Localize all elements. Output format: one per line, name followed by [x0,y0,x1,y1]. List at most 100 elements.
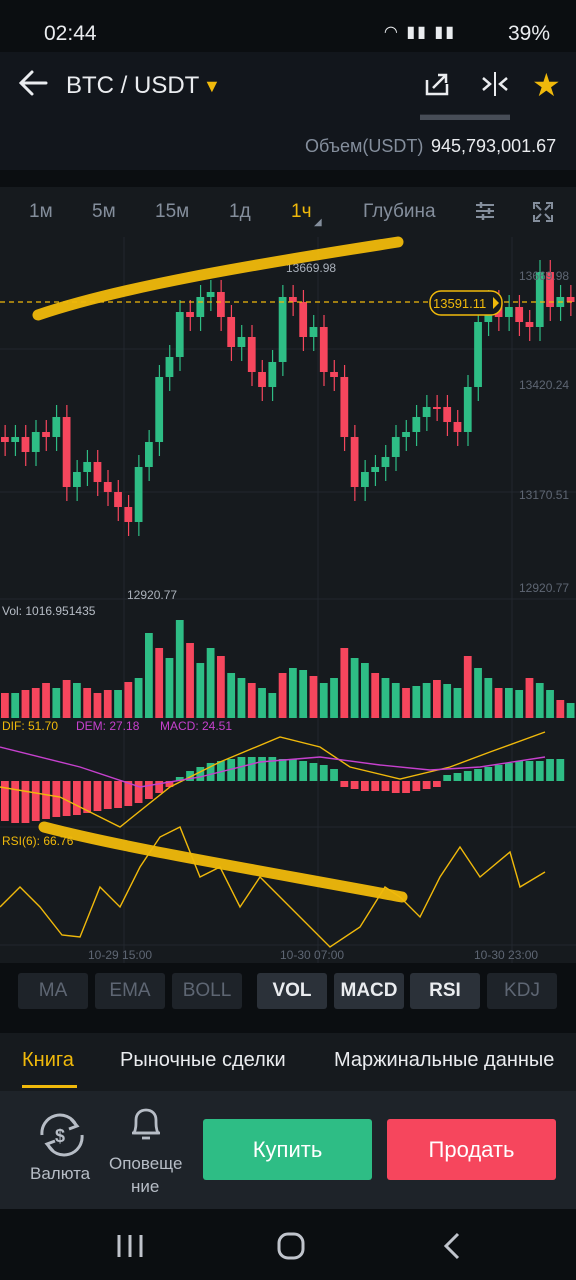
tab-order-book[interactable]: Книга [22,1049,74,1071]
volume-bar [391,683,400,718]
macd-bar [412,781,421,791]
bell-icon[interactable] [128,1105,164,1143]
system-nav-bar [0,1209,576,1280]
interval-15m[interactable]: 15м [155,201,190,222]
macd-dif-label: DIF: 51.70 [2,719,58,733]
back-arrow-icon[interactable] [16,66,50,100]
macd-bar [52,781,61,817]
pair-title[interactable]: BTC / USDT [66,72,200,99]
tab-margin-data[interactable]: Маржинальные данные [334,1049,555,1071]
buy-button[interactable]: Купить [203,1119,372,1180]
candle [340,377,349,437]
volume-bar [31,688,40,718]
candle [52,417,61,437]
macd-bar [155,781,164,793]
indicator-ma[interactable]: MA [18,973,88,1009]
volume-bar [433,680,441,718]
volume-bar [227,673,236,718]
candle [453,422,462,432]
interval-selector: 1м 5м 15м 1д 1ч ◢ Глубина [0,187,576,237]
candle [515,307,524,322]
interval-1h[interactable]: 1ч [291,201,312,222]
candle [62,417,71,487]
indicator-macd[interactable]: MACD [334,973,404,1009]
interval-5m[interactable]: 5м [92,201,116,222]
currency-label[interactable]: Валюта [30,1164,91,1183]
share-icon[interactable] [423,70,451,98]
recent-apps-icon[interactable] [116,1233,144,1259]
candle [31,432,40,452]
macd-bar [247,757,256,781]
indicator-kdj[interactable]: KDJ [487,973,557,1009]
volume-bar [155,648,164,718]
price-tick-4: 12920.77 [519,581,569,595]
volume-bar [515,690,524,718]
indicator-ema[interactable]: EMA [95,973,165,1009]
indicator-boll[interactable]: BOLL [172,973,242,1009]
candlestick-chart[interactable]: 13591.11 13669.98 12920.77 13669.98 1342… [0,187,576,963]
time-label-3: 10-30 23:00 [474,948,538,962]
macd-bar [124,781,133,806]
candle [258,372,266,387]
alerts-label-line1[interactable]: Оповеще [109,1154,183,1173]
chart-area[interactable]: 13591.11 13669.98 12920.77 13669.98 1342… [0,187,576,963]
compare-icon[interactable] [480,70,510,98]
macd-bar [463,771,472,781]
volume-bar [258,688,266,718]
volume-bar [42,683,50,718]
volume-bar [247,683,256,718]
volume-bar [402,688,410,718]
macd-bar [42,781,50,819]
volume-bar [371,673,380,718]
current-price-label: 13591.11 [433,296,486,311]
macd-bar [289,759,297,781]
volume-bar [556,700,565,718]
interval-1d[interactable]: 1д [229,201,251,222]
interval-1m[interactable]: 1м [29,201,53,222]
indicator-rsi[interactable]: RSI [410,973,480,1009]
macd-bar [330,769,338,781]
volume-bar [278,673,287,718]
alerts-label-line2[interactable]: ние [131,1177,160,1196]
pair-dropdown-icon[interactable]: ▼ [203,76,221,96]
tab-market-trades[interactable]: Рыночные сделки [120,1049,286,1071]
signal-icon: ◠ ▮▮ ▮▮ [383,24,456,41]
macd-bar [196,767,205,781]
macd-bar [381,781,390,791]
separator [0,1023,576,1033]
fullscreen-icon[interactable] [532,201,554,223]
sell-button[interactable]: Продать [387,1119,556,1180]
volume-bar [463,656,472,718]
macd-bar [93,781,102,811]
favorite-star-icon[interactable]: ★ [532,67,561,103]
volume-bar [381,678,390,718]
candle [319,327,328,372]
macd-bar [391,781,400,793]
candle [21,437,30,452]
macd-bar [422,781,431,789]
volume-bar [474,668,482,718]
interval-depth[interactable]: Глубина [363,201,436,222]
home-icon[interactable] [276,1231,306,1261]
system-back-icon[interactable] [440,1231,464,1261]
macd-bar [21,781,30,823]
chart-settings-icon[interactable] [474,200,496,222]
macd-bar [206,763,215,781]
indicator-bar: MA EMA BOLL VOL MACD RSI KDJ [0,963,576,1023]
candle [175,312,184,357]
currency-convert-icon[interactable]: $ [36,1113,88,1157]
volume-bar [145,633,153,718]
macd-bar [278,759,287,781]
macd-bar [350,781,359,789]
candle [330,372,338,377]
time-label-2: 10-30 07:00 [280,948,344,962]
indicator-vol[interactable]: VOL [257,973,327,1009]
volume-bar [196,663,205,718]
volume-bar [340,648,349,718]
candle [237,337,246,347]
volume-bar [206,648,215,718]
candle [474,322,482,387]
candle [145,442,153,467]
low-price-label: 12920.77 [127,588,177,602]
time-label-1: 10-29 15:00 [88,948,152,962]
